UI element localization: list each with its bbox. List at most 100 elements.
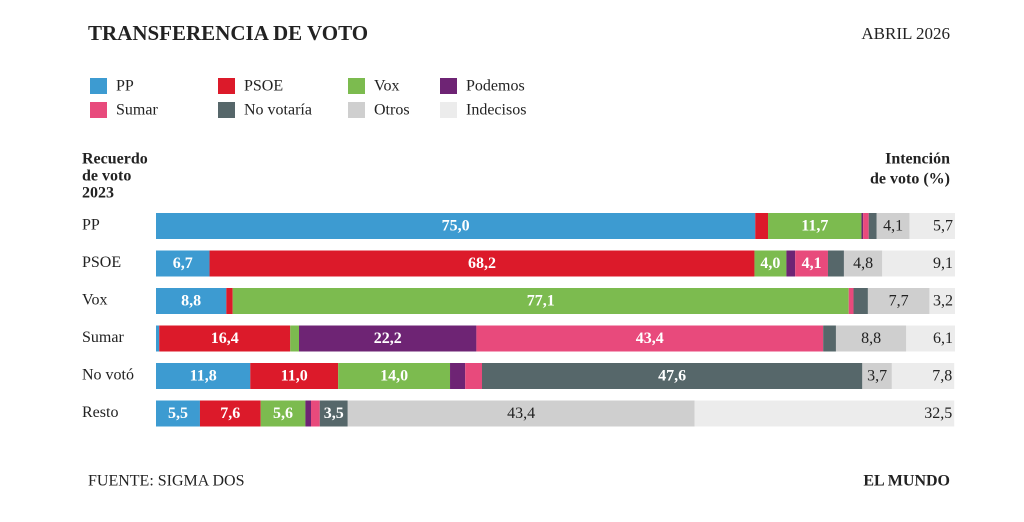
bar-segment: [209, 250, 755, 277]
legend-swatch: [90, 102, 107, 118]
bar-segment: [347, 400, 695, 427]
y-tick-label: Sumar: [82, 329, 124, 346]
value-label: 43,4: [636, 330, 664, 347]
y-axis-title: de voto: [82, 168, 131, 185]
value-label: 14,0: [380, 368, 408, 385]
value-label: 11,8: [190, 368, 217, 385]
bar-segment: [305, 400, 312, 427]
legend-label: Vox: [374, 78, 400, 95]
value-label: 68,2: [468, 255, 496, 272]
bar-segment: [862, 363, 892, 389]
bar-segment: [768, 213, 862, 239]
y2-axis-title: de voto (%): [870, 171, 950, 188]
legend-swatch: [218, 78, 235, 94]
bar-segment: [891, 363, 955, 389]
bar-segment: [199, 400, 261, 427]
y-tick-label: No votó: [82, 367, 134, 384]
bar-segment: [232, 288, 849, 314]
bar-segment: [156, 288, 227, 314]
bar-segment: [835, 325, 907, 352]
y-tick-label: Vox: [82, 292, 108, 309]
value-label: 16,4: [211, 330, 239, 347]
bar-segment: [290, 325, 300, 352]
legend-swatch: [348, 78, 365, 94]
bar-segment: [861, 213, 864, 239]
bar-segment: [159, 325, 291, 352]
value-label: 7,6: [220, 405, 240, 422]
bar-segment: [465, 363, 482, 389]
value-label: 5,5: [168, 405, 188, 422]
bar-segment: [226, 288, 233, 314]
bar-segment: [299, 325, 477, 352]
legend-swatch: [218, 102, 235, 118]
y-axis-title: Recuerdo: [82, 151, 148, 168]
value-label: 8,8: [181, 293, 201, 310]
value-label: 3,5: [324, 405, 344, 422]
bar-segment: [827, 250, 844, 277]
bar-segment: [338, 363, 451, 389]
legend-swatch: [440, 102, 457, 118]
value-label: 77,1: [527, 293, 555, 310]
bar-segment: [755, 213, 769, 239]
bar-segment: [311, 400, 320, 427]
value-label: 4,1: [883, 218, 903, 235]
bar-segment: [929, 288, 955, 314]
legend-swatch: [348, 102, 365, 118]
bar-segment: [319, 400, 348, 427]
value-label: 4,1: [802, 255, 822, 272]
y2-axis-title: Intención: [885, 151, 950, 168]
bar-segment: [250, 363, 339, 389]
y-tick-label: PSOE: [82, 254, 121, 271]
value-label: 47,6: [658, 368, 686, 385]
bar-segment: [909, 213, 955, 239]
value-label: 75,0: [442, 218, 470, 235]
value-label: 4,8: [853, 255, 873, 272]
bar-segment: [156, 213, 756, 239]
bar-segment: [156, 250, 210, 277]
bar-segment: [260, 400, 306, 427]
value-label: 11,7: [801, 218, 828, 235]
bar-segment: [754, 250, 787, 277]
bar-segment: [843, 250, 883, 277]
bar-segment: [848, 288, 854, 314]
value-label: 7,8: [932, 368, 952, 385]
value-label: 8,8: [861, 330, 881, 347]
value-label: 9,1: [933, 255, 953, 272]
y-tick-label: PP: [82, 217, 100, 234]
bar-segment: [694, 400, 955, 427]
legend-label: No votaría: [244, 102, 312, 119]
legend-swatch: [90, 78, 107, 94]
value-label: 3,7: [867, 368, 887, 385]
bar-segment: [906, 325, 955, 352]
bar-segment: [863, 213, 869, 239]
bar-segment: [882, 250, 955, 277]
legend-label: Sumar: [116, 102, 158, 119]
brand: EL MUNDO: [863, 473, 950, 490]
legend-label: Indecisos: [466, 102, 526, 119]
chart-title: TRANSFERENCIA DE VOTO: [88, 21, 368, 45]
bar-segment: [156, 325, 160, 352]
legend-label: PP: [116, 78, 134, 95]
legend-label: Otros: [374, 102, 410, 119]
bar-segment: [867, 288, 930, 314]
bar-segment: [823, 325, 836, 352]
legend-swatch: [440, 78, 457, 94]
legend-label: Podemos: [466, 78, 525, 95]
bar-segment: [450, 363, 466, 389]
value-label: 4,0: [760, 255, 780, 272]
value-label: 6,1: [933, 330, 953, 347]
bar-segment: [476, 325, 824, 352]
legend-label: PSOE: [244, 78, 283, 95]
bar-segment: [876, 213, 910, 239]
value-label: 11,0: [281, 368, 308, 385]
value-label: 32,5: [924, 405, 952, 422]
bar-segment: [156, 363, 251, 389]
y-axis-title: 2023: [82, 185, 114, 202]
bar-segment: [795, 250, 828, 277]
value-label: 5,7: [933, 218, 953, 235]
chart-date: ABRIL 2026: [861, 24, 950, 43]
y-tick-label: Resto: [82, 404, 118, 421]
bar-segment: [868, 213, 877, 239]
value-label: 7,7: [889, 293, 909, 310]
